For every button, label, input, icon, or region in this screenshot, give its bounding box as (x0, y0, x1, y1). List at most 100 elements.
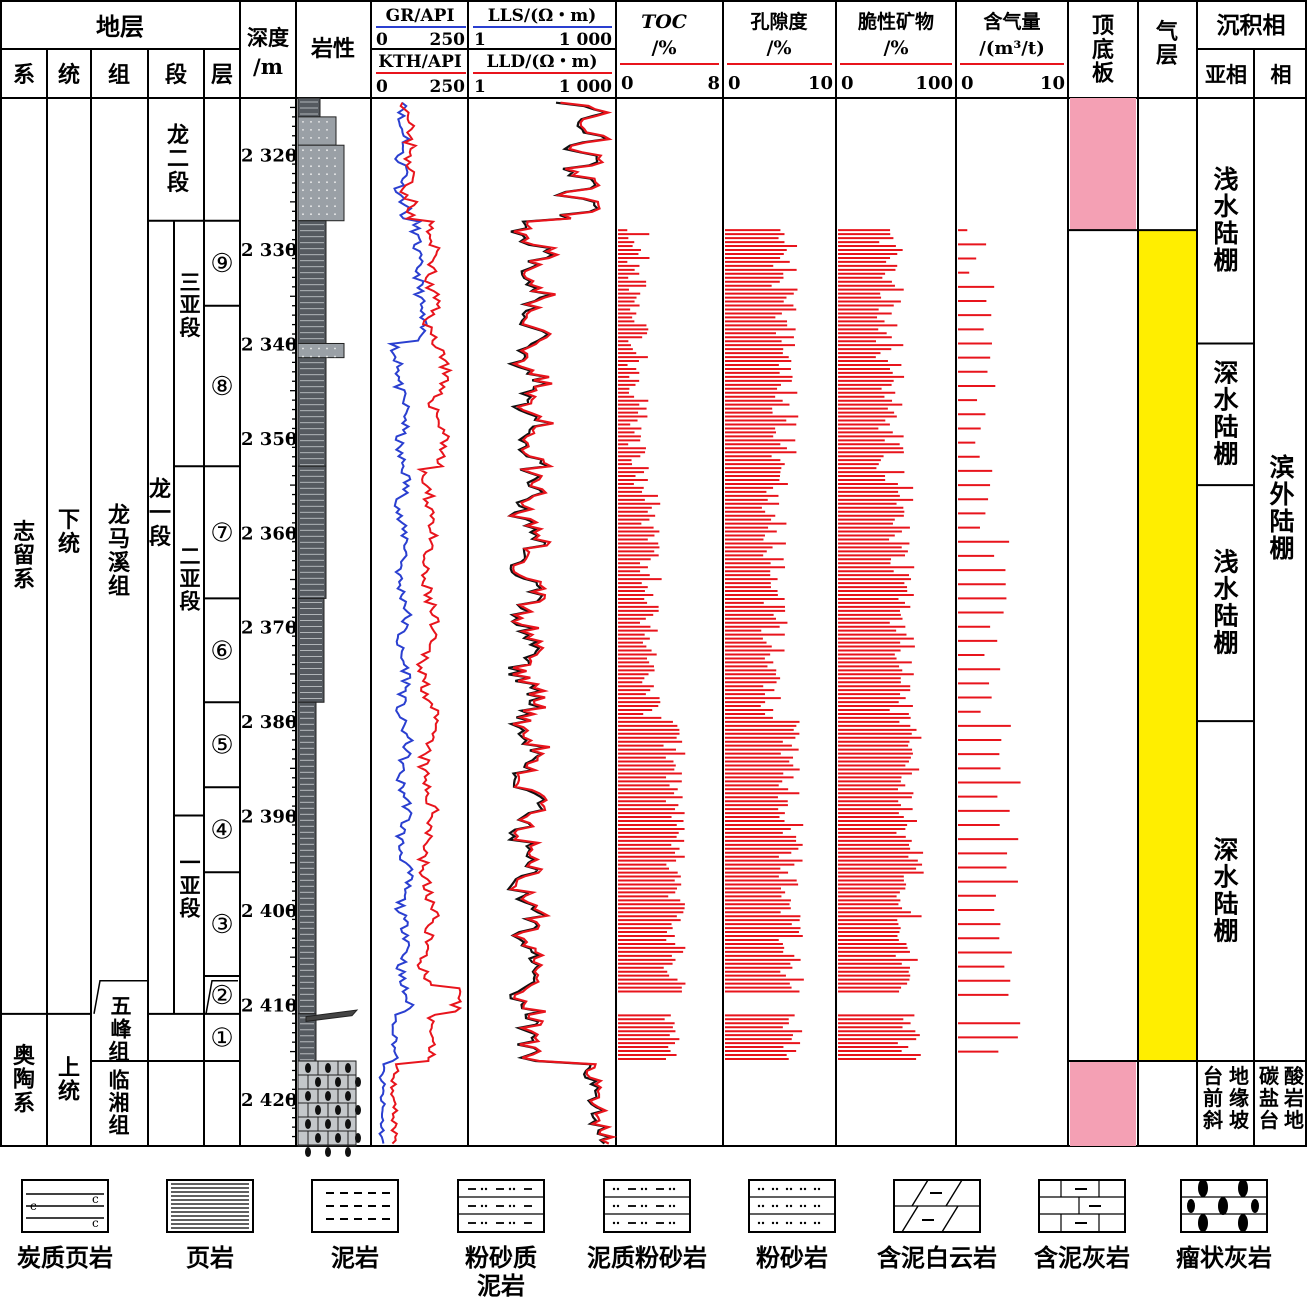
submember-3-char: 三 (180, 270, 201, 295)
brittle-range-max: 100 (915, 73, 953, 94)
layer-label-3: ③ (210, 910, 233, 940)
strata-col-formation: 组 (108, 62, 130, 88)
roof-floor-zone (1070, 98, 1136, 231)
formation-wufeng-2: 组 (109, 1039, 130, 1064)
subfacies-header: 亚相 (1205, 62, 1247, 87)
litho-block (297, 144, 345, 222)
facies-label-0-char: 滨 (1269, 453, 1294, 482)
subfacies-label-2-char: 浅 (1213, 547, 1238, 576)
depth-tick-label: 2 410 (241, 995, 297, 1016)
log-frame (0, 0, 1307, 1147)
header: 地层 系 统 组 段 层 深度 /m 岩性 GR/API 0 250 KTH/A… (13, 6, 1292, 97)
subfacies-label-2-char: 陆 (1213, 601, 1238, 630)
submember-3-char: 段 (180, 315, 201, 340)
member-long2-char: 二 (167, 146, 189, 172)
svg-text:c: c (30, 1199, 37, 1213)
silty-mudstone-label: 粉砂质 (465, 1243, 537, 1272)
carbonaceous-shale-label: 炭质页岩 (17, 1243, 113, 1272)
litho-block (297, 342, 345, 359)
porosity-range-min: 0 (728, 73, 741, 94)
layer-label-7: ⑦ (210, 518, 233, 548)
gas-layer-header: 气层 (1155, 19, 1178, 69)
argillaceous-dolomite-label: 含泥白云岩 (877, 1243, 997, 1272)
series-lower: 下统 (58, 507, 80, 557)
roof-floor-header-text: 顶底板 (1092, 13, 1115, 87)
gr-range-max: 250 (430, 30, 466, 50)
facies-label-0-char: 外 (1269, 480, 1294, 509)
roof-floor-header-text-char: 板 (1092, 61, 1115, 87)
system-ordovician-char: 陶 (13, 1067, 35, 1093)
layer-label-5: ⑤ (210, 731, 233, 761)
facies-label-1: 碳 (1259, 1064, 1280, 1088)
siltstone-label: 粉砂岩 (756, 1243, 828, 1272)
system-silurian-char: 志 (13, 519, 35, 545)
subfacies-label-4: 地 (1229, 1064, 1249, 1088)
svg-text:c: c (92, 1216, 99, 1230)
facies-label-1: 岩 (1283, 1086, 1304, 1110)
submember-3-char: 亚 (180, 292, 201, 317)
lld-range-min: 1 (474, 77, 486, 97)
argillaceous-limestone-swatch (1038, 1179, 1126, 1233)
legend-item-argillaceous-limestone: 含泥灰岩 (1034, 1179, 1130, 1272)
series-lower-char: 下 (58, 507, 80, 533)
series-upper: 上统 (58, 1055, 80, 1105)
gas-range-min: 0 (961, 73, 974, 94)
lls-header: LLS/(Ω・m) (488, 6, 597, 26)
subfacies-label-4: 前 (1203, 1086, 1223, 1110)
silty-mudstone-label: 泥岩 (477, 1271, 525, 1299)
depth-tick-label: 2 380 (241, 712, 297, 733)
system-ordovician: 奥陶系 (13, 1043, 36, 1117)
svg-text:c: c (92, 1192, 99, 1206)
subfacies-label-1-char: 深 (1213, 359, 1238, 388)
lld-header: LLD/(Ω・m) (486, 52, 597, 72)
legend-item-shale: 页岩 (166, 1179, 254, 1272)
toc-range-max: 8 (707, 73, 720, 94)
subfacies-label-3-char: 棚 (1213, 916, 1238, 945)
subfacies-label-4: 缘 (1229, 1086, 1249, 1110)
layer-label-8: ⑧ (210, 372, 233, 402)
submember-1-char: 段 (180, 896, 201, 921)
system-ordovician-char: 奥 (13, 1043, 36, 1069)
layer-label-4: ④ (210, 816, 233, 846)
depth-tick-label: 2 330 (241, 240, 297, 261)
roof-floor-zone (1070, 1061, 1136, 1146)
depth-tick-label: 2 340 (241, 334, 297, 355)
formation-wufeng-1-char: 峰 (111, 1016, 132, 1041)
series-upper-char: 统 (58, 1079, 80, 1105)
porosity-header-line1: 孔隙度 (750, 10, 808, 33)
argillaceous-siltstone-label: 泥质粉砂岩 (587, 1243, 707, 1272)
depth-tick-label: 2 390 (241, 807, 297, 828)
member-long2-char: 段 (167, 170, 189, 196)
gr-range-min: 0 (376, 30, 388, 50)
gas-header-line1: 含气量 (983, 10, 1040, 33)
roof-floor-header-text-char: 顶 (1092, 13, 1114, 39)
toc-header-line1: TOC (641, 11, 687, 33)
submember-1: 一亚段 (180, 850, 201, 920)
kth-curve (389, 102, 463, 1145)
depth-tick-label: 2 360 (241, 523, 297, 544)
subfacies-label-3-char: 陆 (1213, 889, 1238, 918)
lls-curve (506, 101, 613, 1145)
strata-group-title: 地层 (96, 12, 144, 41)
system-silurian-char: 留 (13, 543, 35, 569)
legend-item-nodular-limestone: 瘤状灰岩 (1176, 1179, 1272, 1272)
depth-tick-label: 2 350 (241, 429, 297, 450)
gas-header-line2: /(m³/t) (979, 38, 1044, 59)
subfacies-label-0-char: 陆 (1213, 219, 1238, 248)
submember-3: 三亚段 (180, 270, 201, 340)
brittle-header-line2: /% (884, 37, 909, 59)
gas-range-max: 10 (1040, 73, 1065, 94)
legend-item-siltstone: 粉砂岩 (748, 1179, 836, 1272)
toc-header-line2: /% (652, 37, 677, 59)
litho-block (297, 116, 337, 146)
porosity-range-max: 10 (808, 73, 833, 94)
argillaceous-limestone-label: 含泥灰岩 (1034, 1243, 1130, 1272)
depth-header-line1: 深度 (247, 25, 289, 50)
